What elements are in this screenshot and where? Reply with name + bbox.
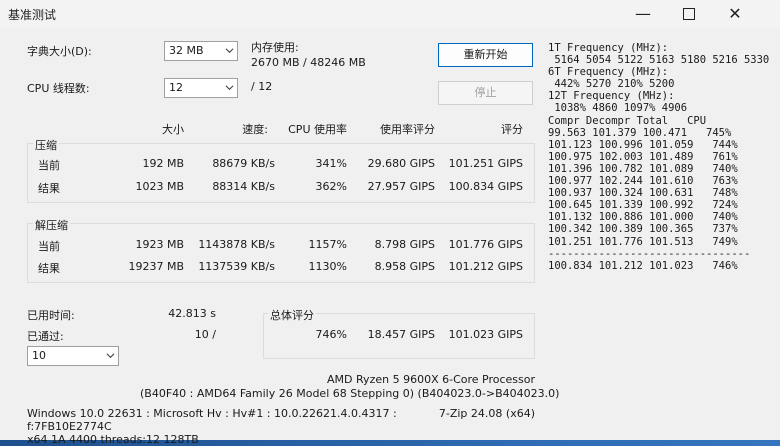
- maximize-button[interactable]: [666, 0, 712, 28]
- row-label: 结果: [38, 262, 60, 275]
- log-line: 100.342 100.389 100.365 737%: [548, 223, 738, 236]
- compression-group: [27, 143, 535, 203]
- log-line: 6T Frequency (MHz):: [548, 66, 669, 79]
- log-line: 1038% 4860 1097% 4906: [548, 102, 688, 115]
- minimize-icon: —: [635, 4, 651, 23]
- log-line: 99.563 101.379 100.471 745%: [548, 126, 732, 139]
- log-line: 100.834 101.212 101.023 746%: [548, 259, 738, 272]
- zip-version: 7-Zip 24.08 (x64): [438, 407, 535, 420]
- elapsed-time-label: 已用时间:: [27, 309, 75, 322]
- cpu-cell: 1130%: [308, 260, 347, 273]
- decompression-group: [27, 223, 535, 283]
- cpu-name: AMD Ryzen 5 9600X 6-Core Processor: [327, 373, 535, 386]
- row-label: 当前: [38, 159, 60, 172]
- rating-usage-cell: 8.958 GIPS: [374, 260, 435, 273]
- memory-usage-label: 内存使用:: [251, 41, 299, 54]
- close-button[interactable]: ✕: [712, 0, 758, 28]
- rating-usage-cell: 27.957 GIPS: [367, 180, 435, 193]
- speed-cell: 1143878 KB/s: [198, 238, 275, 251]
- dict-size-label: 字典大小(D):: [27, 45, 92, 58]
- passes-value: 10 /: [194, 328, 216, 341]
- chevron-down-icon: [225, 45, 234, 54]
- passes-label: 已通过:: [27, 330, 64, 343]
- total-rating-title: 总体评分: [268, 307, 316, 323]
- compression-title: 压缩: [33, 137, 59, 153]
- dict-size-select[interactable]: 32 MB: [164, 41, 238, 61]
- cpu-cell: 362%: [315, 180, 347, 193]
- dict-size-value: 32 MB: [169, 44, 204, 57]
- row-label: 结果: [38, 182, 60, 195]
- elapsed-time-value: 42.813 s: [168, 307, 216, 320]
- log-line: Compr Decompr Total CPU: [548, 114, 707, 127]
- total-rating-group: [263, 313, 535, 359]
- maximize-icon: [683, 7, 695, 20]
- stop-button[interactable]: 停止: [438, 81, 533, 105]
- cpu-threads-value: 12: [169, 81, 183, 94]
- size-cell: 19237 MB: [128, 260, 184, 273]
- speed-cell: 88679 KB/s: [212, 157, 275, 170]
- passes-select-value: 10: [32, 349, 46, 362]
- close-icon: ✕: [728, 4, 742, 23]
- window-title: 基准测试: [8, 8, 57, 22]
- cpu-threads-max: / 12: [251, 80, 273, 93]
- restart-button[interactable]: 重新开始: [438, 43, 533, 67]
- speed-cell: 88314 KB/s: [212, 180, 275, 193]
- passes-select[interactable]: 10: [27, 346, 119, 366]
- frequency-log: 1T Frequency (MHz): 5164 5054 5122 5163 …: [548, 42, 770, 272]
- os-info-2: f:7FB10E2774C: [27, 420, 112, 433]
- log-line: 100.645 101.339 100.992 724%: [548, 199, 738, 212]
- cpu-cell: 341%: [315, 157, 347, 170]
- chevron-down-icon: [225, 82, 234, 91]
- decompression-title: 解压缩: [33, 217, 70, 233]
- cpu-cell: 1157%: [308, 238, 347, 251]
- header-rating: 评分: [501, 123, 523, 136]
- rating-cell: 100.834 GIPS: [448, 180, 523, 193]
- total-cpu: 746%: [315, 328, 347, 341]
- log-line: 101.123 100.996 101.059 744%: [548, 138, 738, 151]
- row-label: 当前: [38, 240, 60, 253]
- memory-usage-value: 2670 MB / 48246 MB: [251, 56, 366, 69]
- cpu-threads-select[interactable]: 12: [164, 78, 238, 98]
- header-rating-usage: 使用率评分: [380, 123, 435, 136]
- cpu-id: (B40F40 : AMD64 Family 26 Model 68 Stepp…: [140, 387, 560, 400]
- os-info: Windows 10.0 22631 : Microsoft Hv : Hv#1…: [27, 407, 397, 420]
- rating-cell: 101.251 GIPS: [448, 157, 523, 170]
- chevron-down-icon: [106, 350, 115, 359]
- log-line: 442% 5270 210% 5200: [548, 78, 675, 91]
- header-cpu-usage: CPU 使用率: [288, 123, 347, 136]
- total-rating-usage: 18.457 GIPS: [367, 328, 435, 341]
- rating-usage-cell: 8.798 GIPS: [374, 238, 435, 251]
- minimize-button[interactable]: —: [620, 0, 666, 28]
- rating-cell: 101.212 GIPS: [448, 260, 523, 273]
- rating-cell: 101.776 GIPS: [448, 238, 523, 251]
- log-line: 100.977 102.244 101.610 763%: [548, 175, 738, 188]
- header-size: 大小: [162, 123, 184, 136]
- header-speed: 速度:: [242, 123, 268, 136]
- size-cell: 1923 MB: [135, 238, 184, 251]
- total-rating: 101.023 GIPS: [448, 328, 523, 341]
- log-line: 101.132 100.886 101.000 740%: [548, 211, 738, 224]
- size-cell: 1023 MB: [135, 180, 184, 193]
- rating-usage-cell: 29.680 GIPS: [367, 157, 435, 170]
- size-cell: 192 MB: [142, 157, 184, 170]
- log-line: 5164 5054 5122 5163 5180 5216 5330: [548, 54, 770, 67]
- log-line: 101.251 101.776 101.513 749%: [548, 235, 738, 248]
- cpu-threads-label: CPU 线程数:: [27, 82, 90, 95]
- log-line: 100.975 102.003 101.489 761%: [548, 150, 738, 163]
- log-line: 100.937 100.324 100.631 748%: [548, 187, 738, 200]
- log-line: 1T Frequency (MHz):: [548, 42, 669, 54]
- log-line: --------------------------------: [548, 247, 751, 260]
- speed-cell: 1137539 KB/s: [198, 260, 275, 273]
- title-bar: 基准测试 — ✕: [0, 0, 780, 28]
- log-line: 101.396 100.782 101.089 740%: [548, 162, 738, 175]
- log-line: 12T Frequency (MHz):: [548, 90, 675, 103]
